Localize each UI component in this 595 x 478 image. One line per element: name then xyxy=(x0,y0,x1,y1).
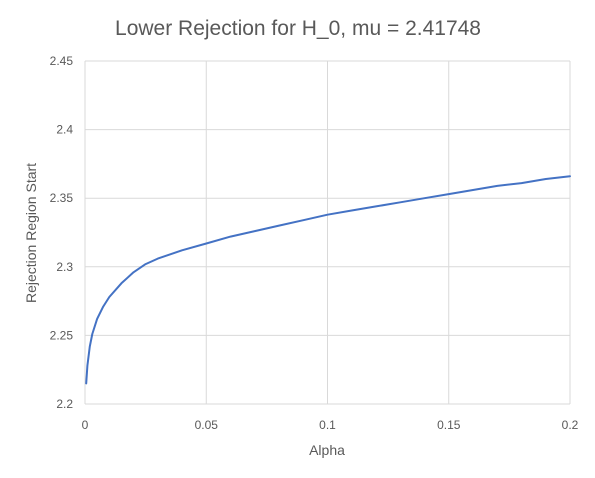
chart-title: Lower Rejection for H_0, mu = 2.41748 xyxy=(115,17,481,40)
y-tick-label: 2.25 xyxy=(50,328,74,342)
y-tick-label: 2.4 xyxy=(56,123,73,137)
y-tick-label: 2.45 xyxy=(50,54,74,68)
x-tick-label: 0.05 xyxy=(195,418,219,432)
x-tick-label: 0.2 xyxy=(562,418,579,432)
series-line xyxy=(85,175,571,385)
grid xyxy=(84,60,571,405)
x-tick-label: 0.1 xyxy=(319,418,336,432)
y-tick-label: 2.2 xyxy=(56,397,73,411)
y-axis-label: Rejection Region Start xyxy=(23,163,39,303)
x-tick-label: 0 xyxy=(82,418,89,432)
y-tick-label: 2.3 xyxy=(56,260,73,274)
series-layer xyxy=(85,175,571,385)
x-axis-label: Alpha xyxy=(309,442,345,458)
y-tick-label: 2.35 xyxy=(50,191,74,205)
x-tick-label: 0.15 xyxy=(437,418,461,432)
tick-labels: 2.2 2.25 2.3 2.35 2.4 2.45 0 0.05 0.1 0.15 0.2 xyxy=(50,54,579,432)
